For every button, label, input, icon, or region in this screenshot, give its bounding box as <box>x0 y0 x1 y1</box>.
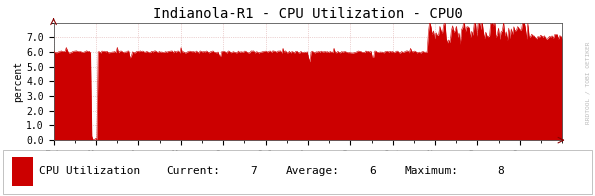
Text: Maximum:: Maximum: <box>405 166 459 177</box>
Text: RRDTOOL / TOBI OETIKER: RRDTOOL / TOBI OETIKER <box>585 41 590 123</box>
Text: 6: 6 <box>369 166 375 177</box>
Text: 7: 7 <box>250 166 256 177</box>
Text: 8: 8 <box>497 166 503 177</box>
Text: Current:: Current: <box>167 166 221 177</box>
FancyBboxPatch shape <box>12 157 33 186</box>
Y-axis label: percent: percent <box>14 61 23 102</box>
Text: CPU Utilization: CPU Utilization <box>39 166 140 177</box>
FancyBboxPatch shape <box>3 151 592 194</box>
Title: Indianola-R1 - CPU Utilization - CPU0: Indianola-R1 - CPU Utilization - CPU0 <box>153 7 463 21</box>
Text: Average:: Average: <box>286 166 340 177</box>
